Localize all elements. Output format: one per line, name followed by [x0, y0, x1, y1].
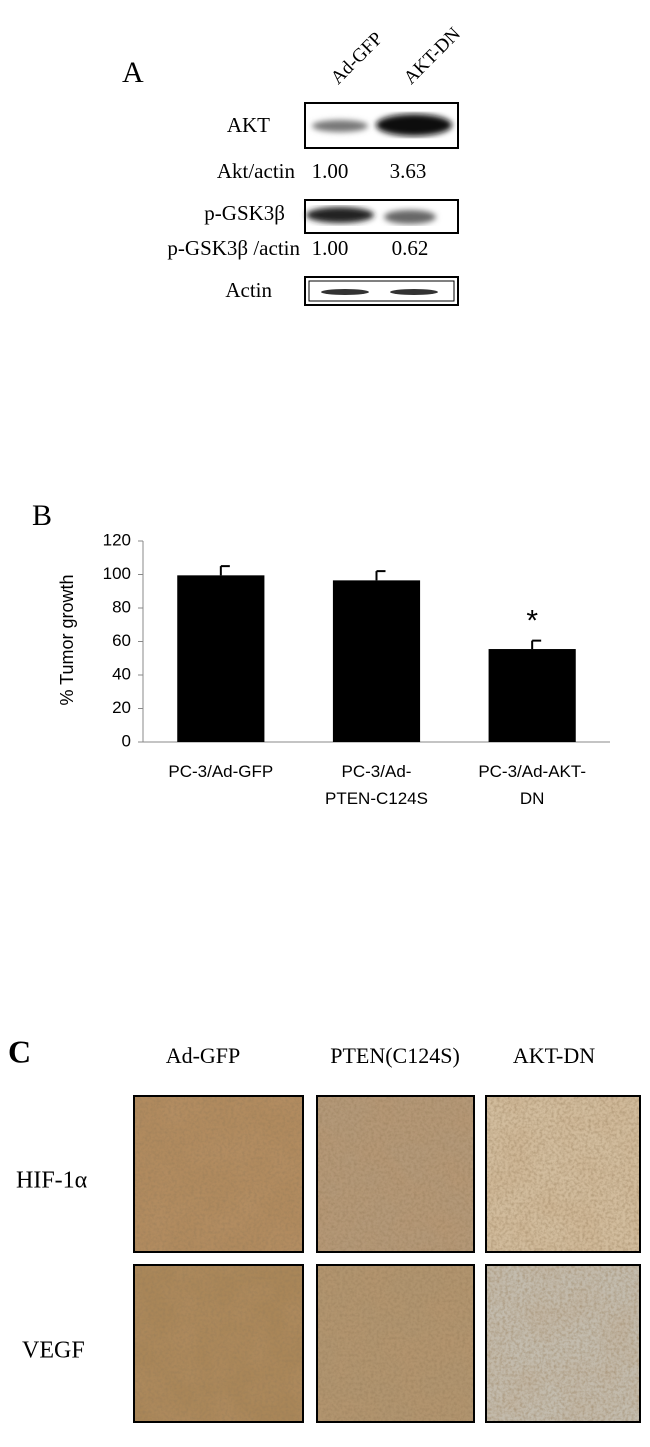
micrographs	[133, 1095, 641, 1423]
column-label: AKT-DN	[513, 1043, 595, 1068]
row-label: VEGF	[22, 1338, 85, 1364]
bar	[488, 649, 576, 742]
annotation: *	[526, 605, 538, 638]
blot-label: p-GSK3β	[204, 201, 285, 225]
lane-label: Ad-GFP	[327, 28, 387, 88]
micrograph-frame	[485, 1095, 641, 1253]
ratio-label: Akt/actin	[217, 159, 296, 183]
bands	[306, 207, 436, 224]
micrograph-texture	[134, 1096, 303, 1252]
x-tick-label: PC-3/Ad-GFP	[168, 762, 273, 781]
error-bar	[219, 565, 230, 576]
y-tick-label: 0	[122, 731, 131, 750]
panel-label: C	[8, 1033, 31, 1069]
x-tick-label: PC-3/Ad-AKT-DN	[478, 762, 586, 808]
panel-label: A	[122, 56, 144, 89]
row-label: HIF-1α	[16, 1168, 88, 1194]
ratio-label: p-GSK3β /actin	[167, 236, 300, 260]
column-label: Ad-GFP	[166, 1043, 241, 1068]
ratio-value: 3.63	[390, 159, 427, 183]
bar	[177, 575, 265, 742]
panel-label: B	[32, 499, 52, 532]
y-tick-label: 80	[112, 597, 131, 616]
blot-label: AKT	[227, 113, 270, 137]
panel-b: B % Tumor growth 0 20 40 60 80 100 120 PC-3/Ad-…	[32, 499, 610, 808]
micrograph-texture	[486, 1265, 640, 1422]
y-axis-label: % Tumor growth	[57, 574, 77, 705]
ratio-value: 1.00	[312, 159, 349, 183]
y-tick-label: 20	[112, 698, 131, 717]
micrograph-frame	[316, 1264, 475, 1423]
bar	[332, 580, 421, 742]
blot-label: Actin	[225, 278, 272, 302]
micrograph-texture	[486, 1096, 640, 1252]
panel-c: C Ad-GFP PTEN(C124S) AKT-DN HIF-1α VEGF	[8, 1033, 641, 1423]
blot-box-inner	[308, 280, 455, 302]
y-tick-label: 120	[103, 530, 131, 549]
y-tick-label: 60	[112, 631, 131, 650]
micrograph-frame	[133, 1264, 304, 1423]
micrograph-frame	[316, 1095, 475, 1253]
bands	[312, 114, 452, 136]
y-tick-label: 40	[112, 664, 131, 683]
error-bar	[531, 639, 542, 650]
micrograph-frame	[485, 1264, 641, 1423]
ratio-value: 0.62	[392, 236, 429, 260]
lane-label: AKT-DN	[400, 23, 465, 88]
micrograph-texture	[317, 1265, 474, 1422]
bands	[321, 289, 438, 295]
column-label: PTEN(C124S)	[330, 1043, 460, 1068]
y-tick-label: 100	[103, 564, 131, 583]
panel-a: A Ad-GFP AKT-DN AKT Akt/actin 1.00 3.63 …	[122, 23, 465, 306]
x-tick-label: PC-3/Ad-PTEN-C124S	[325, 762, 428, 808]
micrograph-frame	[133, 1095, 304, 1253]
micrograph-texture	[134, 1265, 303, 1422]
error-bar	[375, 570, 386, 581]
ratio-value: 1.00	[312, 236, 349, 260]
micrograph-texture	[317, 1096, 474, 1252]
